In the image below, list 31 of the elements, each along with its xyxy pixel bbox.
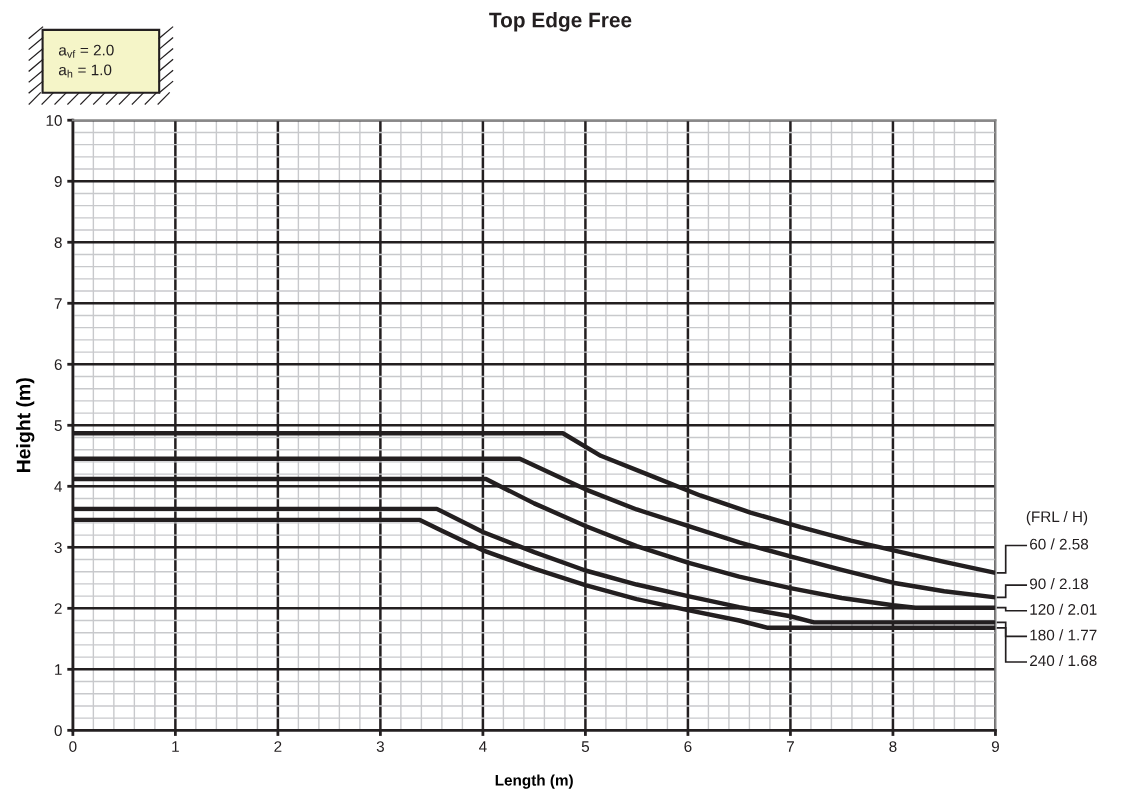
y-tick-label: 4 [54,481,62,492]
x-tick-label: 4 [479,741,487,752]
x-tick-label: 5 [581,741,590,752]
y-tick-label: 6 [54,359,62,370]
y-tick-label: 7 [54,298,62,309]
legend-title: (FRL / H) [1026,510,1088,526]
chart-title: Top Edge Free [489,12,632,32]
x-tick-label: 3 [376,741,384,752]
x-tick-label: 2 [274,741,282,752]
y-tick-label: 8 [54,237,62,248]
x-tick-label: 8 [889,741,897,752]
legend-label: 90 / 2.18 [1029,578,1089,590]
y-tick-label: 2 [54,603,62,614]
text: 240 / 1.68 [1030,654,1097,667]
x-tick-label: 7 [786,741,794,752]
legend-label: 180 / 1.77 [1030,629,1097,641]
y-tick-label: 5 [54,420,62,431]
x-tick-label: 9 [991,741,999,752]
legend-label: 120 / 2.01 [1030,603,1097,615]
y-tick-label: 0 [54,725,62,737]
x-tick-label: 0 [69,741,77,752]
y-tick-label: 1 [55,664,62,675]
x-axis-title: Length (m) [495,774,573,789]
y-tick-label: 9 [54,176,62,187]
y-tick-label: 3 [54,542,62,553]
y-tick-label: 10 [46,115,62,126]
text: 60 / 2.58 [1030,538,1089,550]
x-tick-label: 6 [684,741,692,752]
y-axis-title: Height (m) [16,378,35,473]
x-tick-label: 1 [172,741,179,752]
text: a$_{vf}$ = 2.0 a$_{h}$ = 1.0 [58,44,114,78]
